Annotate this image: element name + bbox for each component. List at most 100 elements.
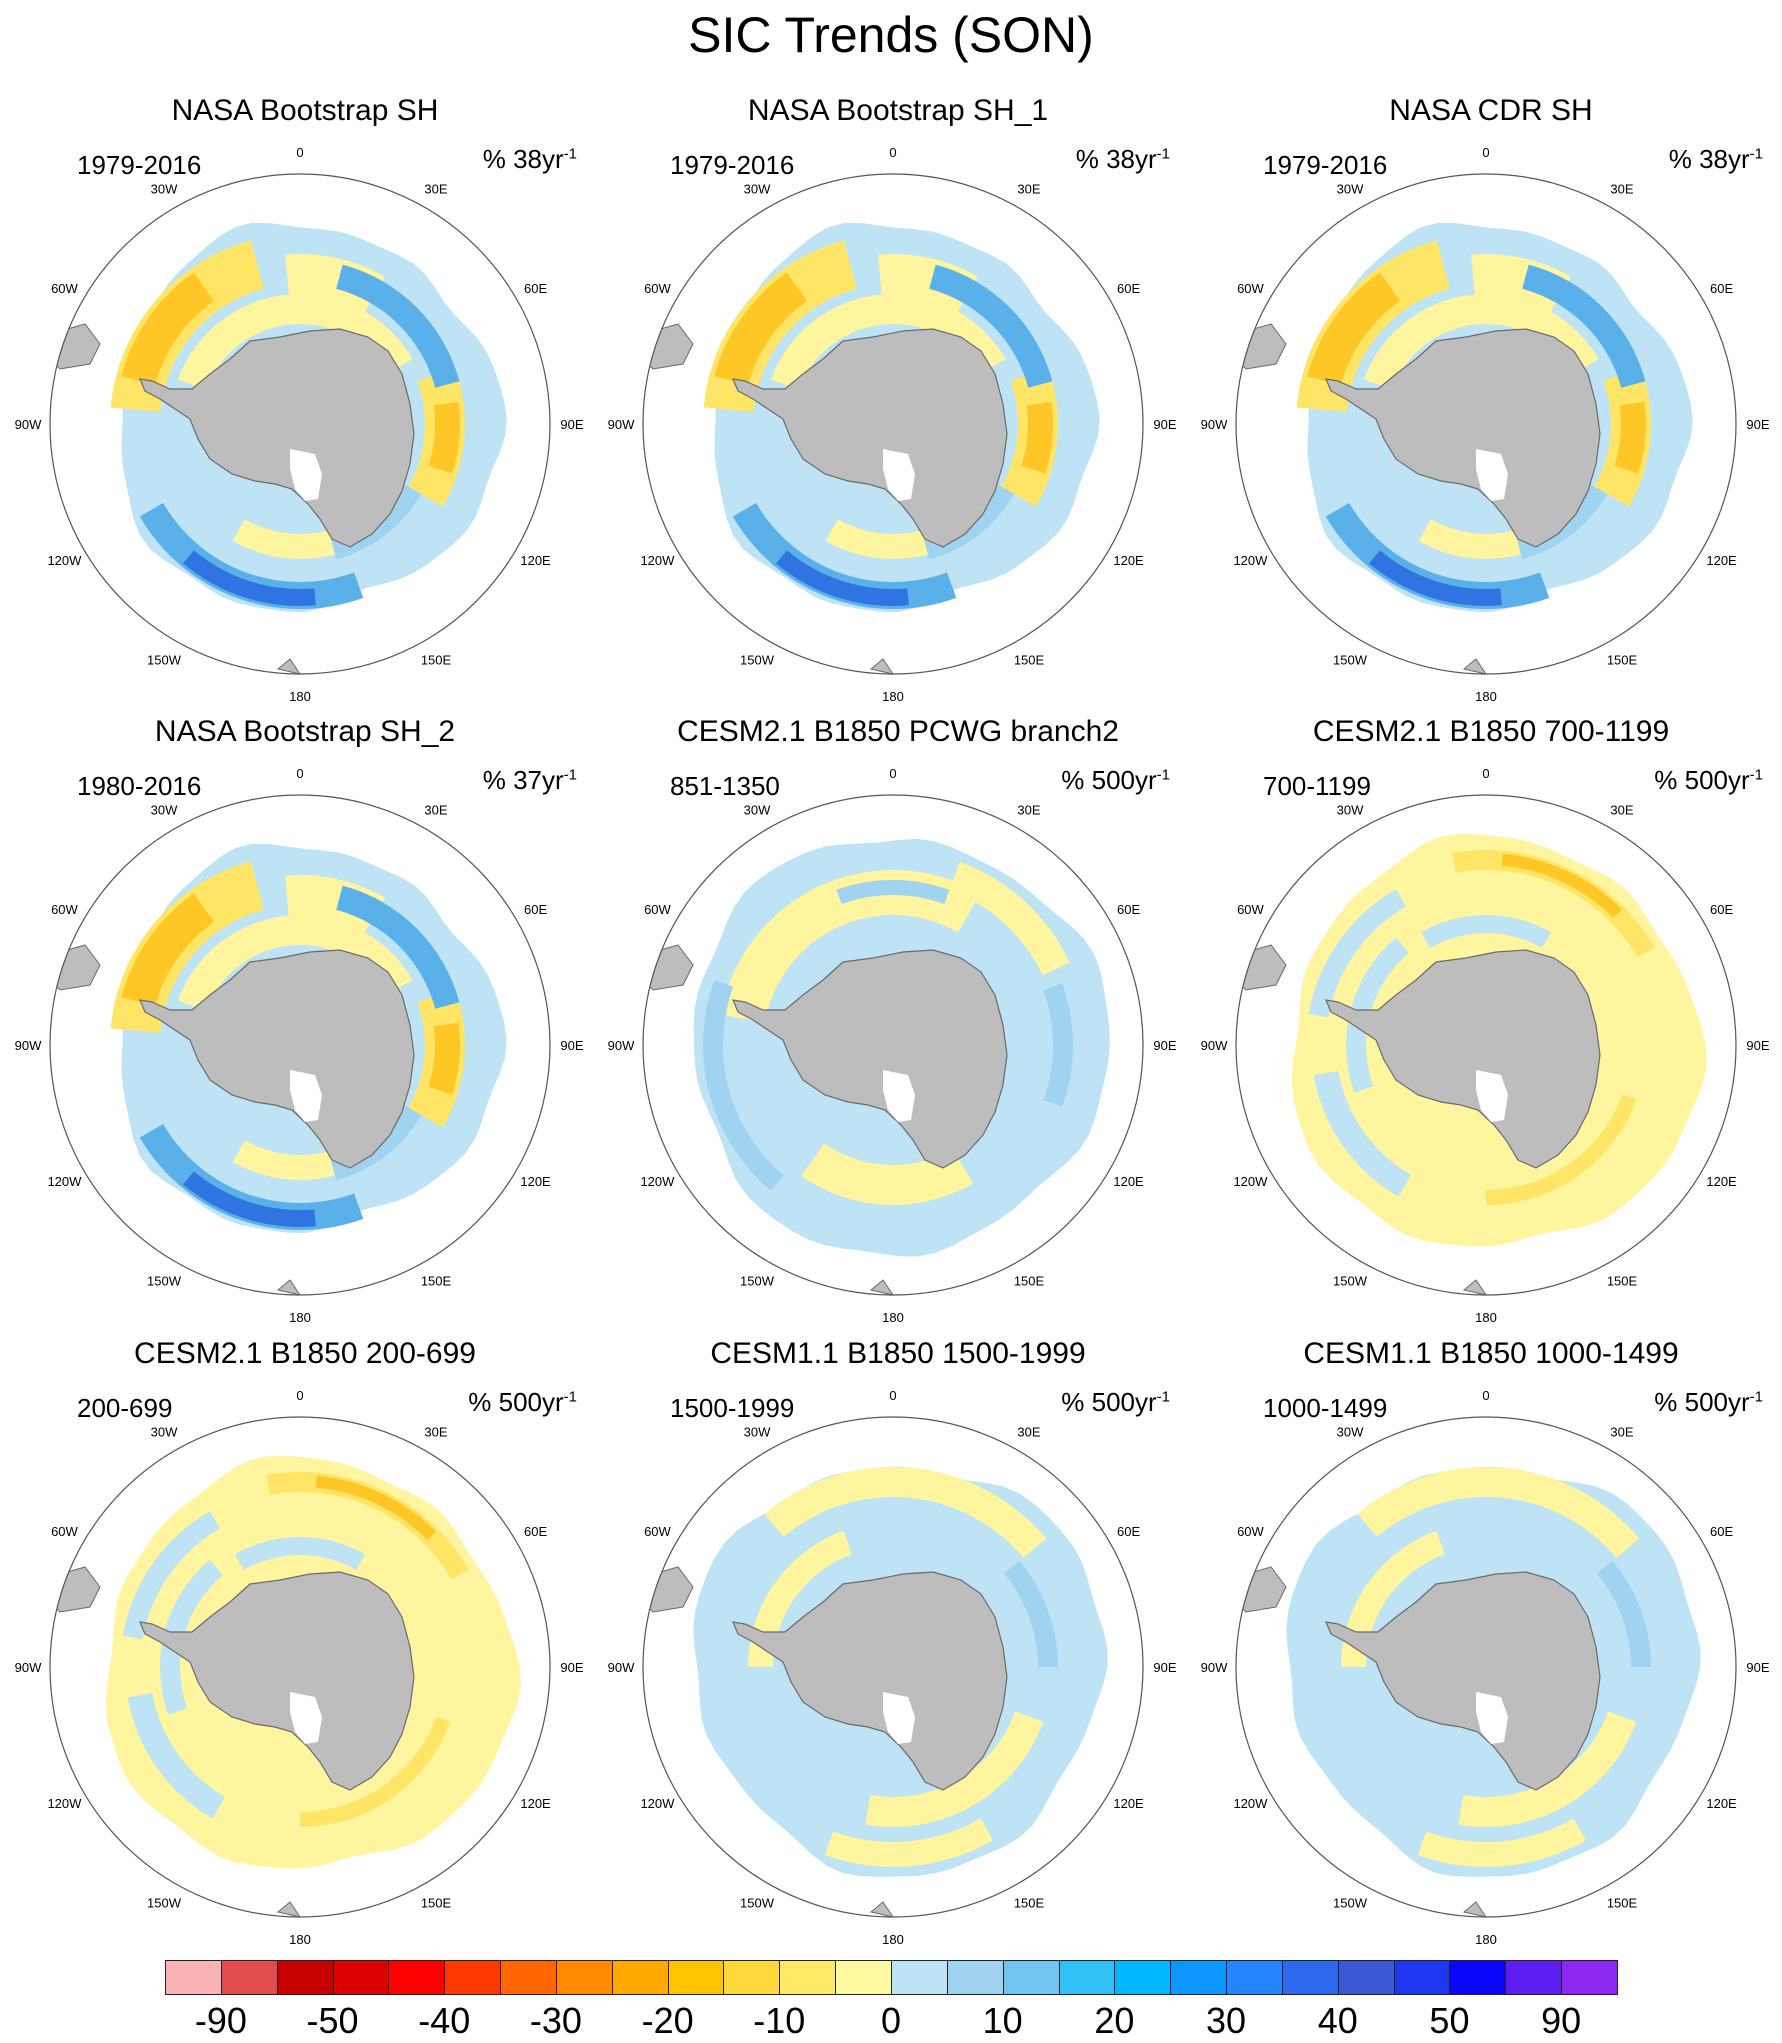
panel-period: 700-1199 xyxy=(1263,771,1371,801)
longitude-label: 150E xyxy=(1607,1896,1638,1911)
colorbar-swatch xyxy=(1281,1960,1339,1995)
longitude-label: 60E xyxy=(1710,1524,1733,1539)
longitude-label: 90W xyxy=(15,417,42,432)
panel-units: % 37yr-1 xyxy=(483,765,577,796)
new-zealand-landmass xyxy=(869,658,895,674)
colorbar-swatch xyxy=(1058,1960,1116,1995)
new-zealand-landmass xyxy=(869,1279,895,1295)
longitude-label: 30E xyxy=(1610,1424,1633,1439)
longitude-label: 60E xyxy=(524,902,547,917)
longitude-label: 90W xyxy=(1201,417,1228,432)
longitude-label: 60E xyxy=(524,281,547,296)
units-exponent: -1 xyxy=(563,766,577,784)
positive-trend-region xyxy=(1357,1467,1640,1558)
longitude-label: 150W xyxy=(1333,1274,1368,1289)
longitude-label: 90W xyxy=(15,1660,42,1675)
strong-positive-trend-region xyxy=(1501,853,1622,918)
longitude-label: 120W xyxy=(47,1174,82,1189)
longitude-label: 30W xyxy=(151,181,178,196)
map-panel: CESM1.1 B1850 1000-1499 1000-1499 % 500yr-… xyxy=(1201,1337,1771,1957)
negative-trend-region xyxy=(127,1693,225,1819)
positive-trend-region xyxy=(764,1467,1047,1558)
panel-title: NASA Bootstrap SH xyxy=(171,94,439,127)
colorbar-swatch xyxy=(667,1960,725,1995)
longitude-label: 150W xyxy=(1333,1896,1368,1911)
longitude-label: 60W xyxy=(644,281,671,296)
units-text: % 38yr xyxy=(1075,144,1157,174)
map-boundary xyxy=(642,173,1144,675)
longitude-label: 150W xyxy=(147,1896,182,1911)
longitude-label: 30W xyxy=(744,802,771,817)
negative-trend-region xyxy=(703,980,784,1191)
map-panel: CESM1.1 B1850 1500-1999 1500-1999 % 500yr-… xyxy=(608,1337,1178,1957)
colorbar-swatch xyxy=(1505,1960,1563,1995)
panel-units: % 500yr-1 xyxy=(1654,765,1763,796)
polar-map: 0 30E 60E 90E 120E 150E 180 150W 120W 90W 60W 30W xyxy=(15,766,584,1325)
longitude-label: 120W xyxy=(1233,1796,1268,1811)
colorbar-tick-label: 0 xyxy=(880,2000,902,2041)
colorbar-swatch xyxy=(555,1960,613,1995)
polar-map: 0 30E 60E 90E 120E 150E 180 150W 120W 90W 60W 30W xyxy=(1201,1388,1770,1947)
map-panel: NASA Bootstrap SH 1979-2016 % 38yr-1 0 30E 60… xyxy=(15,94,585,714)
colorbar-swatch xyxy=(332,1960,390,1995)
negative-trend-region xyxy=(732,503,957,609)
map-panel: NASA Bootstrap SH_1 1979-2016 % 38yr-1 0 30E… xyxy=(608,94,1178,714)
colorbar-swatch xyxy=(220,1960,278,1995)
longitude-label: 90W xyxy=(608,417,635,432)
colorbar-swatch xyxy=(444,1960,502,1995)
polar-map: 0 30E 60E 90E 120E 150E 180 150W 120W 90W 60W 30W xyxy=(1201,145,1770,704)
antarctica-landmass xyxy=(139,328,415,548)
colorbar-swatch xyxy=(500,1960,557,1995)
panel-units: % 500yr-1 xyxy=(1654,1387,1763,1418)
longitude-label: 60W xyxy=(644,1524,671,1539)
colorbar-tick-label: -90 xyxy=(194,2000,247,2041)
longitude-label: 120W xyxy=(640,1174,675,1189)
map-boundary xyxy=(642,794,1144,1296)
map-panel: CESM2.1 B1850 200-699 200-699 % 500yr-1 0 30… xyxy=(15,1337,585,1957)
longitude-label: 0 xyxy=(296,766,303,781)
positive-trend-region xyxy=(285,875,385,937)
positive-trend-region xyxy=(878,253,978,316)
longitude-label: 120E xyxy=(1113,1174,1144,1189)
negative-trend-region xyxy=(139,503,364,609)
positive-trend-region xyxy=(1458,1711,1637,1827)
negative-trend-region xyxy=(1346,937,1409,1093)
longitude-label: 90E xyxy=(560,1660,583,1675)
map-boundary xyxy=(1235,794,1737,1296)
strong-positive-trend-region xyxy=(121,272,214,386)
map-panel: CESM2.1 B1850 700-1199 700-1199% 500yr-1 0… xyxy=(1201,715,1771,1335)
positive-trend-region xyxy=(1471,253,1571,316)
new-zealand-landmass xyxy=(1462,658,1488,674)
positive-trend-region xyxy=(949,861,1070,976)
colorbar-swatch xyxy=(611,1960,669,1995)
panel-title: NASA CDR SH xyxy=(1389,94,1593,127)
panel-title: CESM2.1 B1850 700-1199 xyxy=(1312,715,1670,748)
colorbar-swatch xyxy=(276,1960,334,1995)
longitude-label: 30E xyxy=(1610,802,1633,817)
colorbar-tick-label: 90 xyxy=(1541,2000,1582,2041)
panel-title: CESM2.1 B1850 PCWG branch2 xyxy=(677,715,1119,748)
units-text: % 37yr xyxy=(482,765,564,795)
panel-title: CESM2.1 B1850 200-699 xyxy=(134,1337,476,1370)
colorbar-tick-label: -40 xyxy=(418,2000,471,2041)
longitude-label: 90W xyxy=(608,1038,635,1053)
polar-map: 0 30E 60E 90E 120E 150E 180 150W 120W 90W 60W 30W xyxy=(15,145,584,704)
panel-period: 200-699 xyxy=(77,1393,173,1423)
colorbar-swatch xyxy=(946,1960,1004,1995)
positive-trend-region xyxy=(801,1143,973,1205)
colorbar-swatch xyxy=(1170,1960,1228,1995)
negative-trend-region xyxy=(1421,915,1551,949)
map-boundary xyxy=(49,173,551,675)
colorbar-swatch xyxy=(388,1960,446,1995)
antarctica-landmass xyxy=(732,1571,1008,1791)
antarctica-landmass xyxy=(732,949,1008,1169)
longitude-label: 90W xyxy=(1201,1038,1228,1053)
ice-shelf xyxy=(883,1692,915,1744)
longitude-label: 90E xyxy=(1746,1038,1769,1053)
units-text: % 38yr xyxy=(1668,144,1750,174)
longitude-label: 180 xyxy=(882,1310,904,1325)
units-text: % 500yr xyxy=(468,1387,564,1417)
ice-shelf xyxy=(883,449,915,501)
panel-period: 851-1350 xyxy=(670,771,780,801)
units-exponent: -1 xyxy=(563,1388,577,1406)
